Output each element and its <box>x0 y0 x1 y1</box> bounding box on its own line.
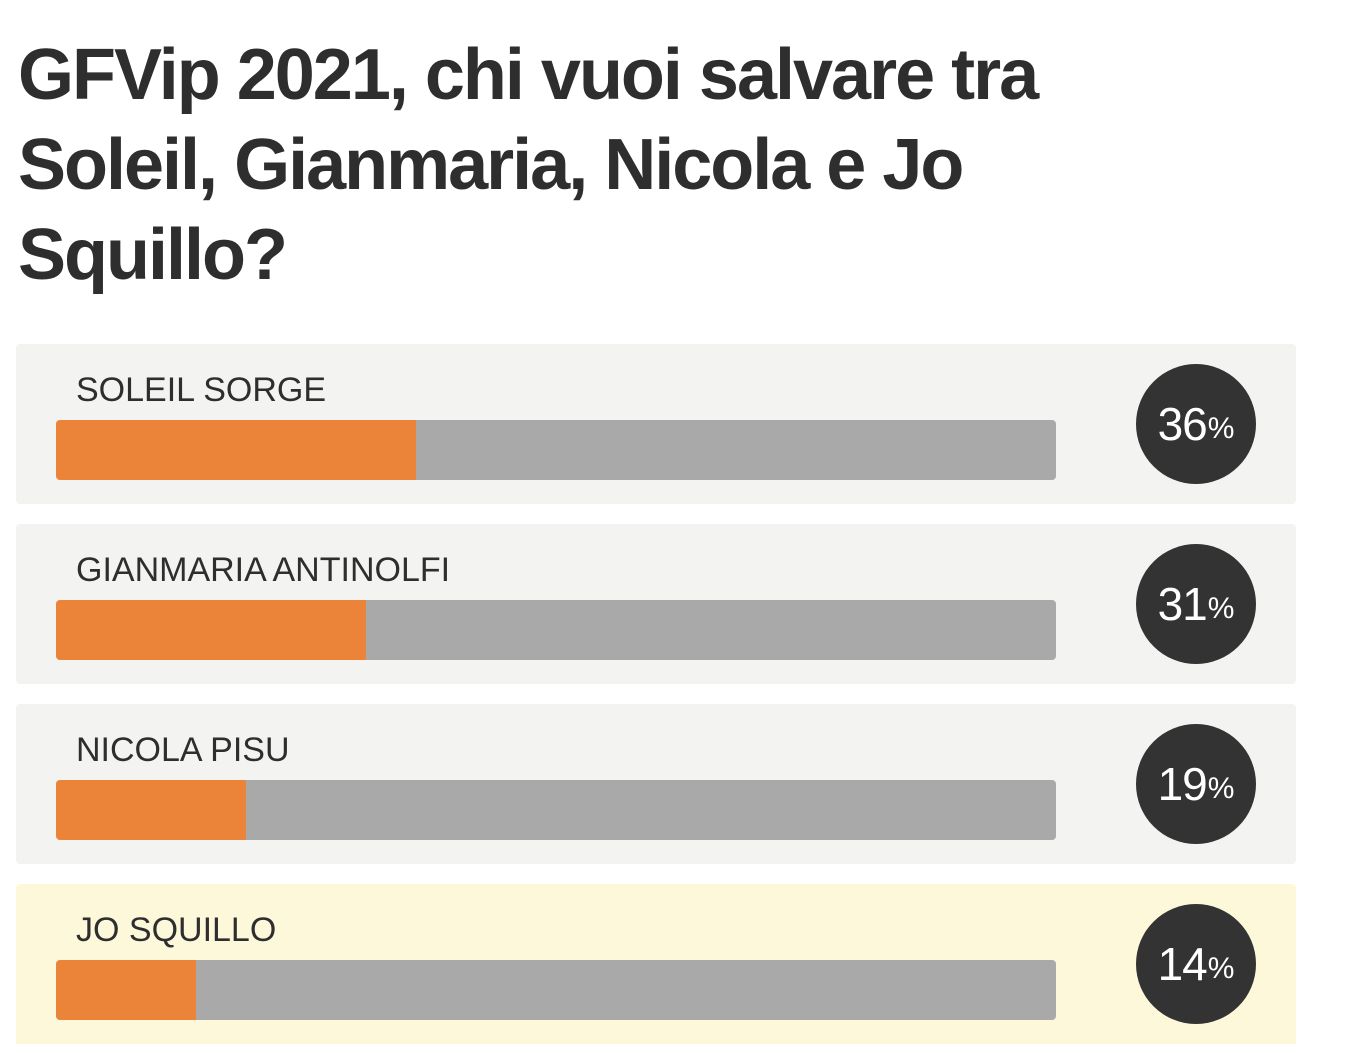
result-bar-track <box>56 780 1056 840</box>
poll-options: SOLEIL SORGE 36% GIANMARIA ANTINOLFI 31%… <box>16 344 1296 1064</box>
poll-option-soleil-sorge[interactable]: SOLEIL SORGE 36% <box>16 344 1296 504</box>
percentage-value: 31 <box>1157 578 1208 630</box>
percentage-badge: 14% <box>1136 904 1256 1024</box>
option-label: JO SQUILLO <box>76 911 277 949</box>
percent-sign: % <box>1207 412 1235 445</box>
poll-option-jo-squillo[interactable]: JO SQUILLO 14% <box>16 884 1296 1044</box>
percentage-badge: 31% <box>1136 544 1256 664</box>
percentage-value: 19 <box>1157 758 1208 810</box>
percentage-value: 14 <box>1157 938 1208 990</box>
poll-option-gianmaria-antinolfi[interactable]: GIANMARIA ANTINOLFI 31% <box>16 524 1296 684</box>
option-label: SOLEIL SORGE <box>76 371 327 409</box>
result-bar-track <box>56 600 1056 660</box>
percentage-badge: 36% <box>1136 364 1256 484</box>
result-bar-track <box>56 960 1056 1020</box>
option-label: GIANMARIA ANTINOLFI <box>76 551 451 589</box>
percentage-badge: 19% <box>1136 724 1256 844</box>
poll-title: GFVip 2021, chi vuoi salvare tra Soleil,… <box>18 35 1039 295</box>
percent-sign: % <box>1207 772 1235 805</box>
result-bar-fill <box>56 960 196 1020</box>
percent-sign: % <box>1207 592 1235 625</box>
result-bar-fill <box>56 420 416 480</box>
result-bar-fill <box>56 780 246 840</box>
poll-option-nicola-pisu[interactable]: NICOLA PISU 19% <box>16 704 1296 864</box>
percentage-value: 36 <box>1157 398 1208 450</box>
percent-sign: % <box>1207 952 1235 985</box>
result-bar-fill <box>56 600 366 660</box>
result-bar-track <box>56 420 1056 480</box>
option-label: NICOLA PISU <box>76 731 290 769</box>
